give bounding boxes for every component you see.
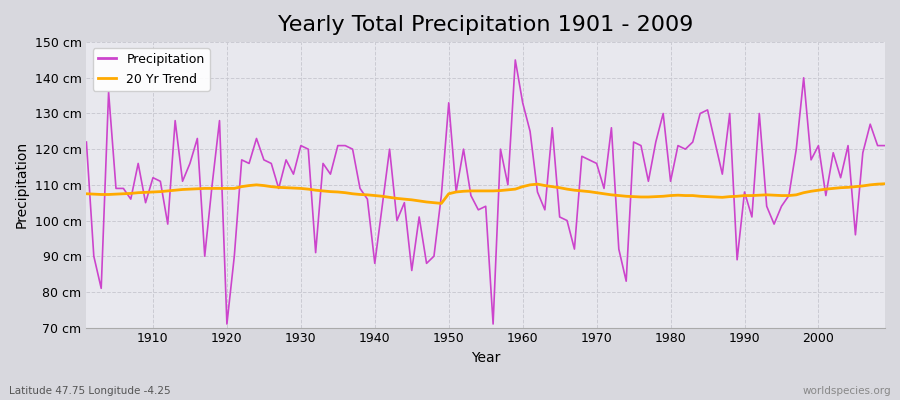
- Y-axis label: Precipitation: Precipitation: [15, 141, 29, 228]
- Text: Latitude 47.75 Longitude -4.25: Latitude 47.75 Longitude -4.25: [9, 386, 171, 396]
- X-axis label: Year: Year: [471, 351, 500, 365]
- Text: worldspecies.org: worldspecies.org: [803, 386, 891, 396]
- Legend: Precipitation, 20 Yr Trend: Precipitation, 20 Yr Trend: [93, 48, 210, 91]
- Title: Yearly Total Precipitation 1901 - 2009: Yearly Total Precipitation 1901 - 2009: [278, 15, 693, 35]
